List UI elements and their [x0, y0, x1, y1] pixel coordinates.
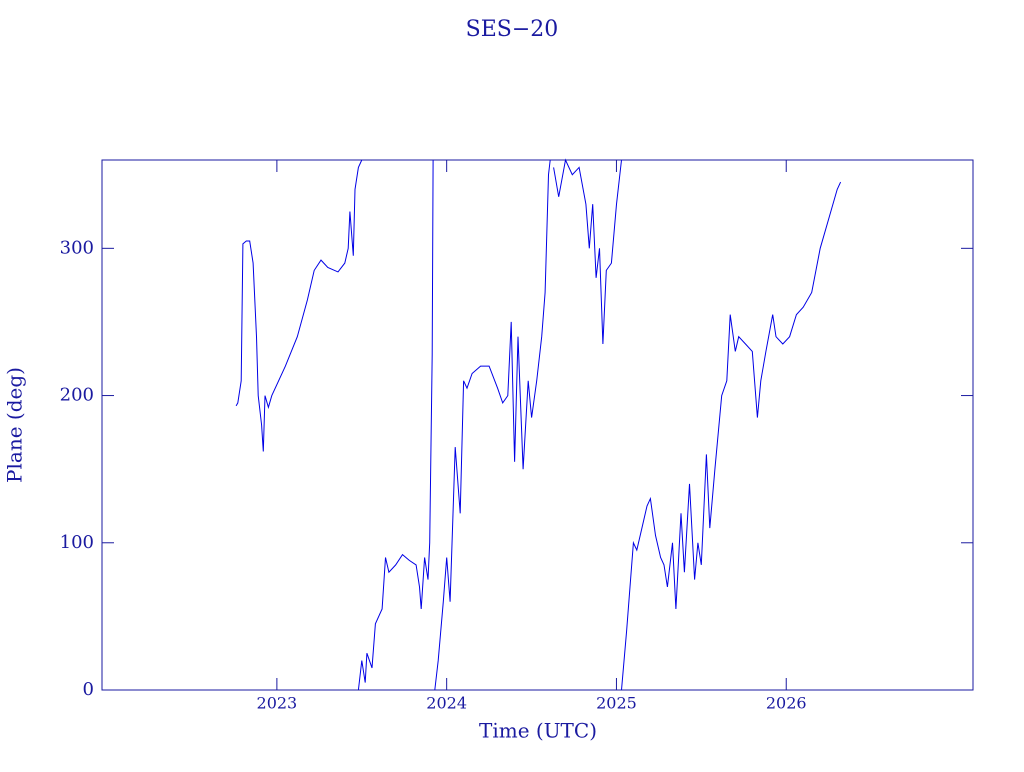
y-axis-label: Plane (deg) — [3, 367, 27, 483]
x-tick-label: 2025 — [596, 694, 637, 713]
y-tick-label: 300 — [60, 237, 94, 258]
chart-title: SES−20 — [466, 17, 559, 42]
y-tick-label: 0 — [83, 679, 94, 700]
x-tick-label: 2026 — [766, 694, 807, 713]
x-tick-label: 2024 — [426, 694, 467, 713]
data-line — [235, 158, 842, 691]
x-axis-label: Time (UTC) — [479, 719, 597, 743]
plot-frame — [101, 159, 974, 691]
y-tick-label: 200 — [60, 385, 94, 406]
y-tick-label: 100 — [60, 532, 94, 553]
x-tick-label: 2023 — [257, 694, 298, 713]
